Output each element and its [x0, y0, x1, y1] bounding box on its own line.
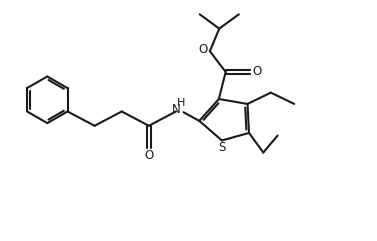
Text: H: H [177, 98, 185, 108]
Text: O: O [198, 43, 208, 56]
Text: S: S [218, 141, 225, 154]
Text: O: O [252, 65, 262, 78]
Text: N: N [172, 103, 181, 116]
Text: O: O [144, 149, 153, 162]
